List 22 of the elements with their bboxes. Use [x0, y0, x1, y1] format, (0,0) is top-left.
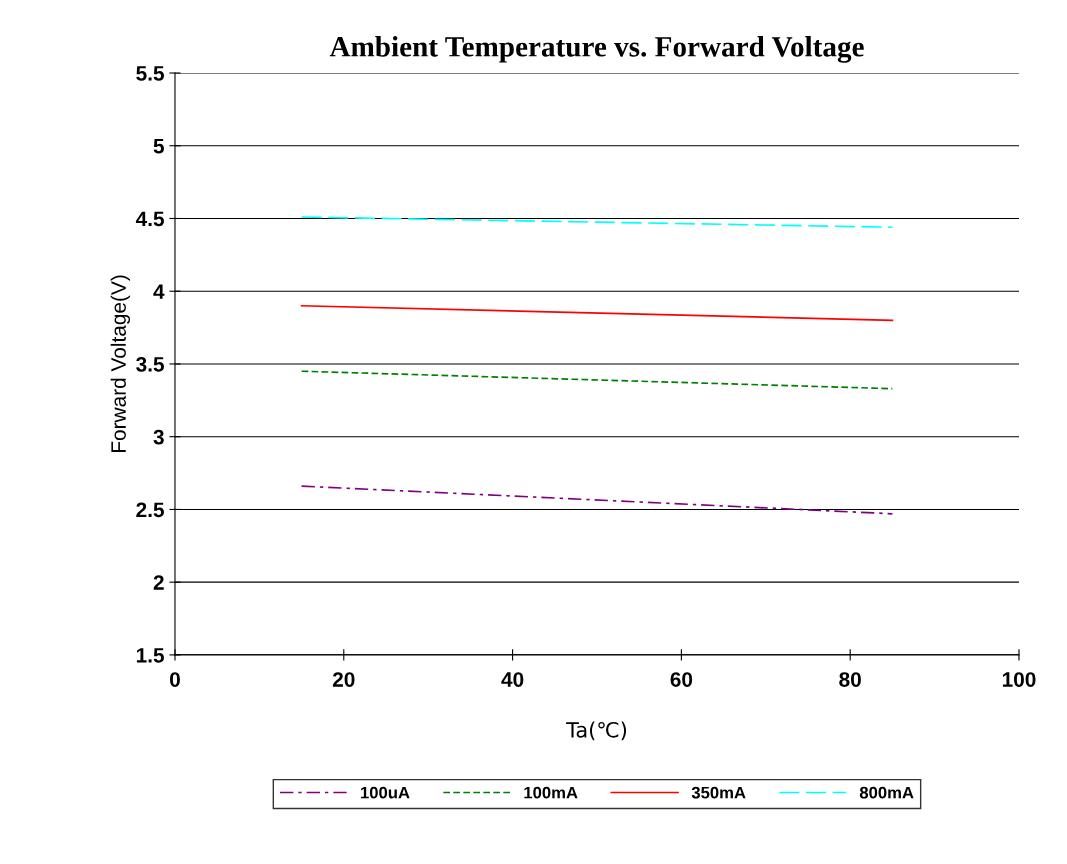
- x-tick-label: 0: [170, 672, 180, 687]
- x-axis-title: Ta(℃): [566, 721, 627, 741]
- y-tick-label: 4: [153, 284, 165, 299]
- chart-title: Ambient Temperature vs. Forward Voltage: [329, 36, 864, 63]
- legend-label: 100mA: [524, 786, 578, 799]
- x-tick-label: 60: [670, 672, 693, 687]
- y-axis-title: Forward Voltage(V): [110, 275, 131, 452]
- legend-label: 800mA: [859, 786, 914, 799]
- x-tick-label: 100: [1002, 672, 1036, 687]
- x-tick-label: 40: [501, 672, 524, 687]
- y-tick-label: 2: [153, 575, 164, 590]
- y-tick-label: 5.5: [136, 66, 164, 81]
- legend-label: 100uA: [361, 786, 410, 799]
- y-tick-label: 1.5: [136, 648, 164, 663]
- y-tick-label: 2.5: [136, 502, 164, 518]
- x-tick-label: 80: [839, 672, 861, 687]
- legend-label: 350mA: [691, 786, 746, 799]
- y-tick-label: 5: [153, 138, 164, 154]
- y-tick-label: 4.5: [135, 211, 164, 227]
- x-tick-label: 20: [332, 672, 355, 687]
- y-tick-label: 3.5: [136, 356, 164, 372]
- y-tick-label: 3: [153, 429, 164, 445]
